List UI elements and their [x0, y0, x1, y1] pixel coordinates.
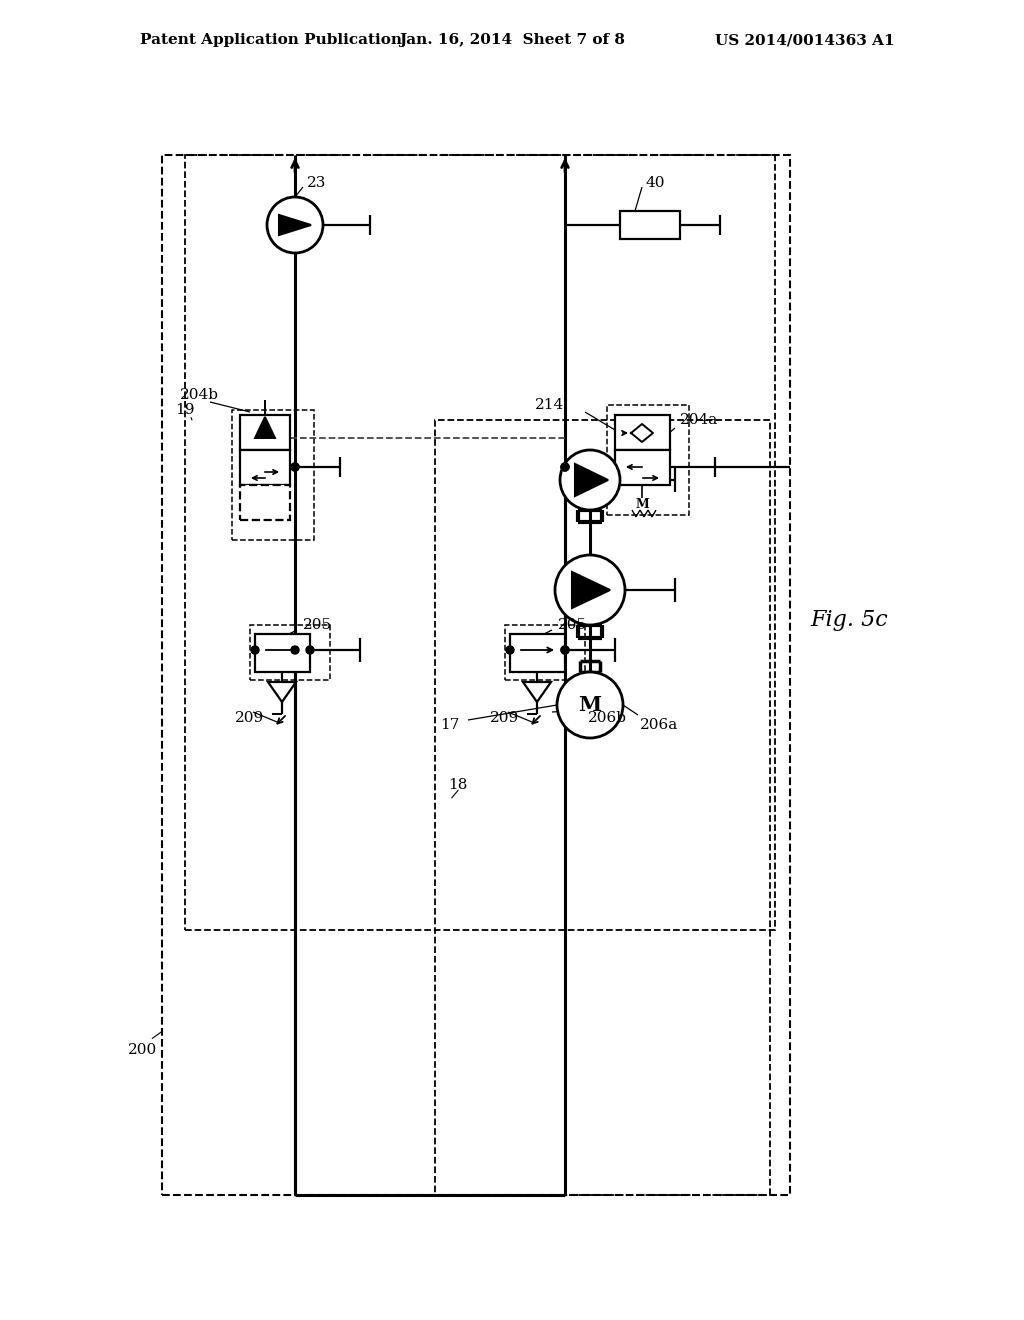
Text: US 2014/0014363 A1: US 2014/0014363 A1	[716, 33, 895, 48]
Bar	[250, 624, 330, 680]
Circle shape	[555, 554, 625, 624]
Text: 204a: 204a	[680, 413, 718, 426]
Text: 205: 205	[558, 618, 587, 632]
Text: Jan. 16, 2014  Sheet 7 of 8: Jan. 16, 2014 Sheet 7 of 8	[399, 33, 625, 48]
Polygon shape	[575, 465, 608, 496]
Polygon shape	[255, 417, 275, 438]
Text: 204b: 204b	[180, 388, 219, 403]
Text: 205: 205	[303, 618, 332, 632]
Polygon shape	[523, 682, 551, 702]
Bar	[255, 634, 310, 672]
Circle shape	[561, 463, 569, 471]
Bar	[615, 450, 670, 484]
Circle shape	[306, 645, 314, 653]
Circle shape	[561, 645, 569, 653]
Circle shape	[267, 197, 323, 253]
Circle shape	[560, 450, 620, 510]
Bar	[185, 154, 775, 931]
Bar	[607, 405, 689, 515]
Polygon shape	[279, 215, 311, 235]
Bar	[615, 414, 670, 450]
Text: Fig. 5c: Fig. 5c	[810, 609, 888, 631]
Bar	[435, 420, 770, 1195]
Circle shape	[557, 672, 623, 738]
Text: 40: 40	[645, 176, 665, 190]
Circle shape	[291, 645, 299, 653]
Polygon shape	[268, 682, 296, 702]
Circle shape	[506, 645, 514, 653]
Text: 209: 209	[490, 711, 519, 725]
Bar	[505, 624, 585, 680]
Circle shape	[291, 463, 299, 471]
Text: 17: 17	[440, 718, 460, 733]
Bar	[162, 154, 790, 1195]
Polygon shape	[572, 572, 610, 609]
Bar	[510, 634, 565, 672]
Text: 206a: 206a	[640, 718, 678, 733]
Circle shape	[561, 645, 569, 653]
Text: M: M	[579, 696, 601, 715]
Text: 206b: 206b	[588, 711, 627, 725]
Text: 209: 209	[234, 711, 264, 725]
Text: M: M	[635, 499, 649, 511]
Text: Patent Application Publication: Patent Application Publication	[140, 33, 402, 48]
Bar	[620, 211, 680, 239]
Bar	[240, 484, 290, 520]
Bar	[232, 411, 314, 540]
Text: 19: 19	[175, 403, 195, 417]
Circle shape	[561, 463, 569, 471]
Bar	[240, 450, 290, 484]
Circle shape	[291, 463, 299, 471]
Text: 18: 18	[449, 777, 467, 792]
Circle shape	[251, 645, 259, 653]
Bar	[240, 414, 290, 450]
Text: 23: 23	[307, 176, 327, 190]
Text: 200: 200	[128, 1043, 158, 1057]
Text: 214: 214	[535, 399, 564, 412]
